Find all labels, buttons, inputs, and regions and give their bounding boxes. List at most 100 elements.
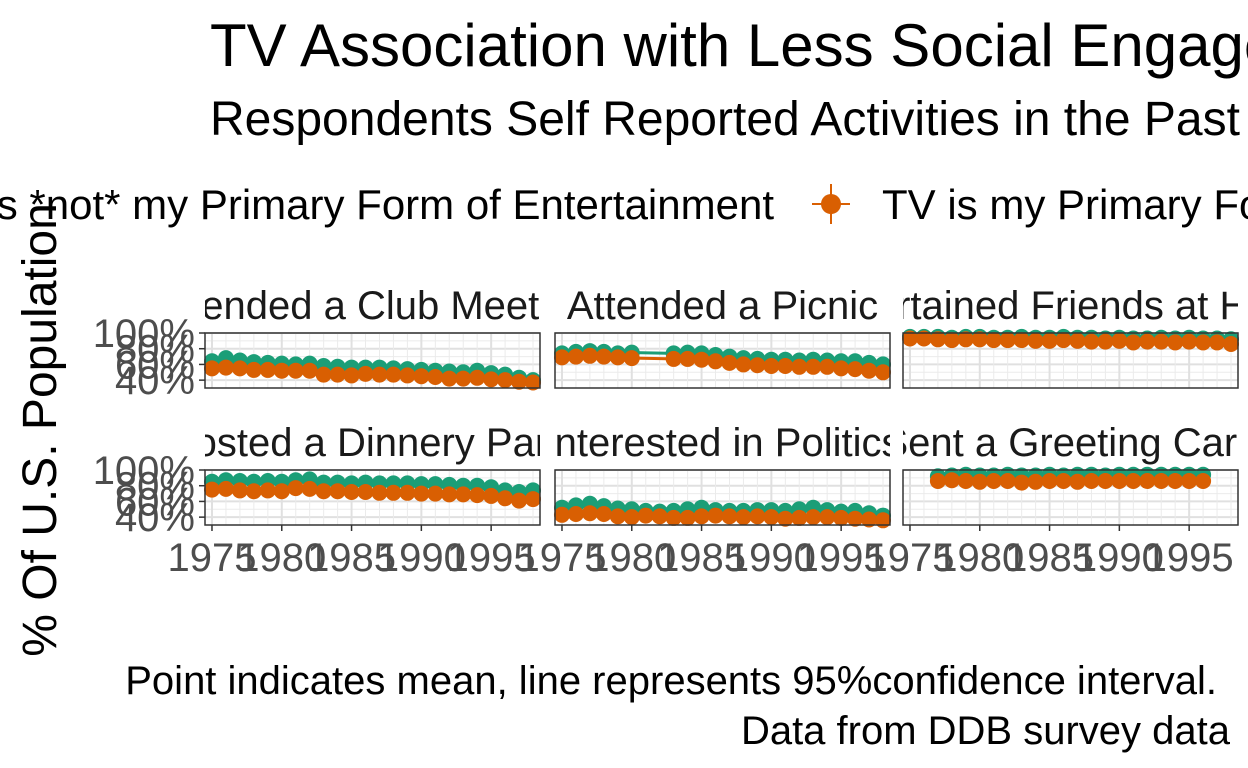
- data-point: [553, 506, 570, 523]
- data-point: [287, 480, 304, 497]
- data-point: [971, 473, 988, 490]
- data-point: [875, 364, 892, 381]
- panel-border: [902, 469, 1239, 526]
- data-point: [957, 331, 974, 348]
- data-point: [455, 486, 472, 503]
- x-tick-label: 1985: [307, 536, 396, 580]
- data-point: [357, 365, 374, 382]
- data-point: [861, 511, 878, 528]
- panel-title: Attended a Picnic: [567, 284, 878, 328]
- data-point: [1153, 473, 1170, 489]
- y-tick-label: 80%: [115, 465, 195, 509]
- panel-interested-in-politics: Interested in Politics 197519801985199019…: [517, 421, 892, 580]
- legend-label-not-primary: TV is *not* my Primary Form of Entertain…: [0, 181, 774, 228]
- data-point: [413, 485, 430, 502]
- data-point: [1125, 473, 1142, 489]
- x-tick-label: 1980: [237, 536, 326, 580]
- data-point: [469, 487, 486, 504]
- data-point: [217, 480, 234, 497]
- data-point: [943, 332, 960, 349]
- data-point: [1013, 332, 1030, 349]
- data-point: [861, 362, 878, 379]
- data-point: [623, 350, 640, 367]
- data-point: [1055, 332, 1072, 349]
- data-point: [679, 509, 696, 526]
- y-tick-label: 100%: [93, 312, 195, 356]
- data-point: [525, 374, 542, 391]
- data-point: [1209, 334, 1226, 351]
- x-tick-label: 1975: [865, 536, 954, 580]
- caption-line-2: Data from DDB survey data: [741, 709, 1231, 753]
- data-point: [1027, 332, 1044, 349]
- data-point: [971, 331, 988, 348]
- x-tick-label: 1990: [727, 536, 816, 580]
- chart-title: TV Association with Less Social Engageme…: [210, 12, 1248, 79]
- data-point: [511, 492, 528, 509]
- y-axis-label: % Of U.S. Population: [14, 203, 67, 657]
- data-point: [819, 509, 836, 526]
- x-tick-label: 1985: [657, 536, 746, 580]
- data-point: [581, 505, 598, 522]
- data-point: [1167, 334, 1184, 351]
- data-point: [833, 509, 850, 526]
- data-point: [1083, 473, 1100, 489]
- data-point: [343, 484, 360, 500]
- data-point: [609, 349, 626, 366]
- data-point: [511, 373, 528, 390]
- data-point: [637, 507, 654, 524]
- data-point: [693, 351, 710, 368]
- data-point: [301, 480, 318, 497]
- data-point: [623, 509, 640, 526]
- y-tick-label: 100%: [93, 449, 195, 493]
- x-tick-label: 1980: [935, 536, 1024, 580]
- data-point: [985, 332, 1002, 349]
- data-point: [999, 473, 1016, 489]
- data-point: [1027, 473, 1044, 490]
- data-point: [1139, 473, 1156, 489]
- data-point: [1013, 474, 1030, 491]
- panel-border: [204, 469, 541, 526]
- data-point: [385, 484, 402, 501]
- data-point: [929, 331, 946, 348]
- data-point: [1069, 332, 1086, 349]
- data-point: [665, 350, 682, 367]
- legend: TV is *not* my Primary Form of Entertain…: [0, 181, 1248, 228]
- data-point: [763, 509, 780, 526]
- panel-title: Entertained Friends at Home: [815, 284, 1248, 328]
- y-tick-label: 60%: [115, 343, 195, 387]
- data-point: [371, 366, 388, 383]
- data-point: [707, 353, 724, 370]
- data-point: [343, 367, 360, 384]
- data-point: [273, 362, 290, 379]
- data-point: [329, 366, 346, 383]
- data-point: [943, 472, 960, 489]
- data-point: [929, 473, 946, 489]
- data-point: [203, 481, 220, 498]
- data-point: [819, 358, 836, 375]
- data-point: [259, 361, 276, 378]
- data-point: [707, 507, 724, 524]
- data-point: [1097, 473, 1114, 489]
- data-point: [441, 370, 458, 387]
- data-point: [427, 369, 444, 385]
- panel-border: [554, 469, 891, 526]
- data-point: [833, 360, 850, 377]
- data-point: [497, 372, 514, 389]
- data-point: [1223, 336, 1240, 352]
- data-point: [1083, 333, 1100, 350]
- panel-border: [204, 332, 541, 389]
- panel-entertained-friends-at-home: Entertained Friends at Home: [815, 284, 1248, 389]
- data-point: [567, 506, 584, 522]
- panel-attended-a-club-meeting: Attended a Club Meeting 40%60%80%100%: [93, 284, 542, 403]
- data-point: [497, 490, 514, 507]
- data-point: [525, 491, 542, 508]
- data-point: [581, 347, 598, 364]
- data-point: [455, 370, 472, 387]
- x-tick-label: 1975: [517, 536, 606, 580]
- data-point: [1041, 473, 1058, 489]
- data-point: [915, 330, 932, 347]
- data-point: [315, 483, 332, 500]
- data-point: [721, 354, 738, 371]
- data-point: [721, 508, 738, 525]
